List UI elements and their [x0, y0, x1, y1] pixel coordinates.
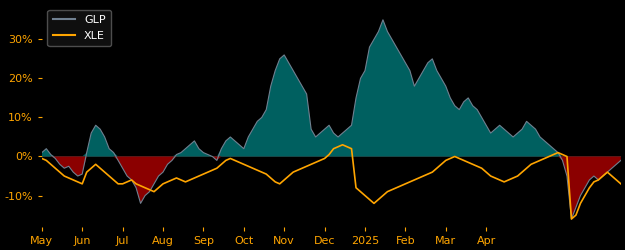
Legend: GLP, XLE: GLP, XLE [48, 10, 111, 46]
